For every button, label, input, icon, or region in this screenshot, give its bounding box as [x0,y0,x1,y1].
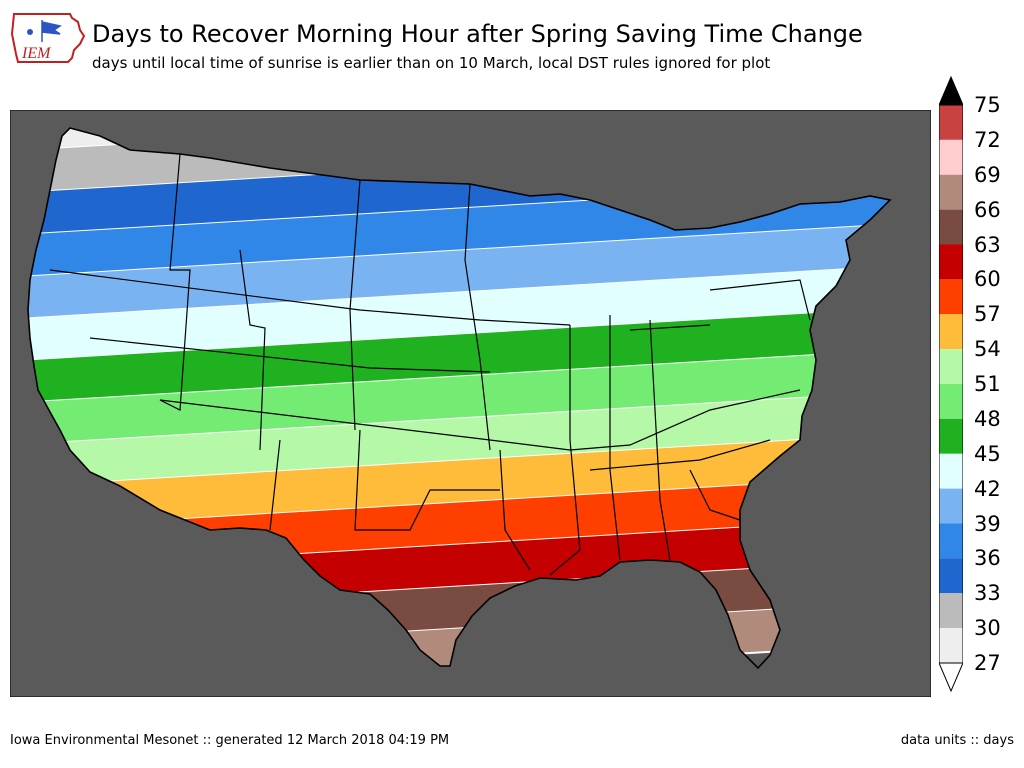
colorbar-swatch [939,279,963,315]
colorbar-tick-label: 57 [974,302,1001,327]
colorbar-tick-label: 39 [974,511,1001,536]
colorbar-swatch [939,209,963,245]
colorbar-swatch [939,558,963,594]
colorbar-tick-label: 63 [974,232,1001,257]
colorbar-tick-label: 75 [974,93,1001,117]
colorbar-swatch [939,349,963,384]
colorbar-tick-label: 27 [974,651,1001,675]
contour-band [28,305,890,404]
footer-credit: Iowa Environmental Mesonet :: generated … [10,733,450,748]
conus-map [10,110,931,697]
colorbar-swatch [939,105,963,140]
colorbar-swatch [939,139,963,175]
colorbar-over-arrow [939,75,963,106]
colorbar-tick-label: 33 [974,581,1001,606]
colorbar-tick-label: 45 [974,441,1001,466]
iem-logo: IEM [10,13,86,63]
logo-text: IEM [21,45,52,62]
colorbar-swatch [939,384,963,419]
contour-band [28,221,890,320]
colorbar-tick-label: 42 [974,476,1001,501]
weather-flag-icon [41,20,62,42]
colorbar-tick-label: 30 [974,616,1001,641]
footer-units: data units :: days [900,733,1014,748]
colorbar-tick-label: 69 [974,162,1001,187]
colorbar-swatch [939,244,963,280]
colorbar-swatch [939,593,963,629]
contour-band [28,389,890,488]
colorbar-tick-label: 54 [974,337,1001,362]
colorbar-tick-label: 60 [974,267,1001,292]
colorbar-tick-label: 36 [974,546,1001,571]
state-boundaries [27,127,892,670]
contour-band [28,263,890,362]
station-dot-icon [27,29,33,35]
colorbar-swatch [939,523,963,559]
colorbar-tick-label: 51 [974,372,1001,396]
colorbar [939,75,963,693]
colorbar-tick-label: 48 [974,406,1001,431]
colorbar-swatch [939,314,963,350]
contour-band [28,347,890,446]
colorbar-under-arrow [939,662,963,693]
colorbar-swatch [939,418,963,454]
map-subtitle: days until local time of sunrise is earl… [92,54,771,72]
map-title: Days to Recover Morning Hour after Sprin… [92,20,863,48]
colorbar-swatch [939,628,963,663]
iowa-outline-icon [10,13,86,63]
colorbar-swatch [939,453,963,489]
colorbar-swatch [939,488,963,524]
colorbar-tick-label: 72 [974,127,1001,152]
contour-band [28,431,890,530]
colorbar-swatch [939,174,963,210]
colorbar-tick-label: 66 [974,197,1001,222]
